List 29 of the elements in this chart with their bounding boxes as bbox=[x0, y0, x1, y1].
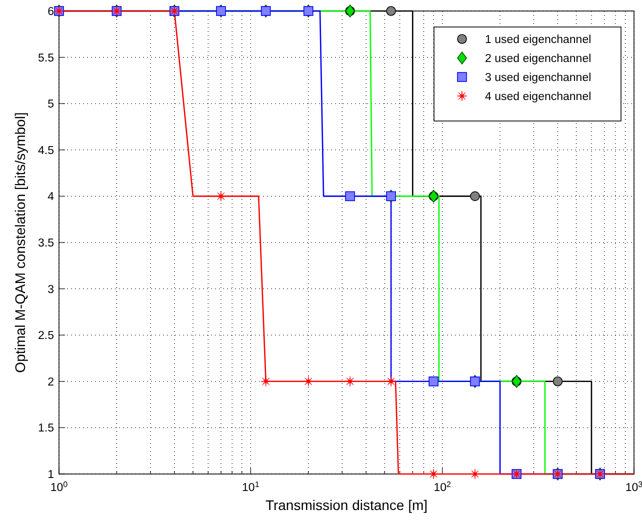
y-tick-label: 3 bbox=[48, 284, 54, 296]
y-tick-label: 4.5 bbox=[38, 144, 54, 157]
point bbox=[260, 376, 272, 387]
y-tick-label: 2 bbox=[48, 376, 54, 388]
y-tick-label: 2.5 bbox=[38, 330, 54, 342]
y-tick-label: 5.5 bbox=[38, 52, 54, 64]
x-tick-label: 10$^{1}$ bbox=[242, 480, 260, 494]
legend-label: 4 used eigenchannel bbox=[485, 91, 592, 103]
legend-label: 3 used eigenchannel bbox=[485, 72, 592, 84]
point bbox=[303, 376, 314, 387]
y-tick-label: 1.5 bbox=[38, 422, 54, 435]
point bbox=[428, 468, 439, 480]
point bbox=[386, 376, 396, 387]
x-tick-label: 10$^{2}$ bbox=[434, 480, 452, 494]
y-tick-label: 4 bbox=[48, 191, 55, 204]
point bbox=[470, 468, 480, 480]
point bbox=[428, 376, 438, 386]
legend-label: 2 used eigenchannel bbox=[485, 53, 592, 65]
point bbox=[345, 191, 355, 202]
x-tick-label: 10$^{0}$ bbox=[50, 480, 68, 494]
y-tick-label: 3.5 bbox=[38, 238, 54, 250]
point bbox=[344, 376, 356, 387]
y-axis-title: Optimal M-QAM constelation [bits/symbol] bbox=[12, 112, 28, 373]
y-tick-label: 5 bbox=[48, 98, 54, 111]
legend-label: 1 used eigenchannel bbox=[485, 34, 592, 46]
y-tick-label: 1 bbox=[48, 469, 54, 481]
x-tick-label: 10$^{3}$ bbox=[625, 480, 642, 494]
y-tick-label: 6 bbox=[48, 6, 54, 18]
x-axis-title: Transmission distance [m] bbox=[265, 497, 428, 513]
